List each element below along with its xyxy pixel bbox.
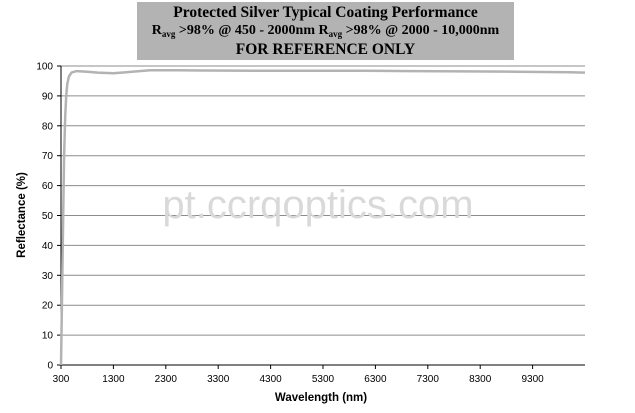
- reflectance-series-line: [59, 68, 586, 366]
- x-tick-label: 5300: [312, 374, 335, 385]
- series-layer: [59, 68, 586, 366]
- chart-note: FOR REFERENCE ONLY: [235, 41, 416, 58]
- y-tick-label: 80: [42, 121, 54, 132]
- x-tick-label: 8300: [469, 374, 492, 385]
- x-tick-label: 7300: [417, 374, 440, 385]
- y-axis-label: Reflectance (%): [16, 172, 28, 258]
- x-tick-label: 9300: [521, 374, 544, 385]
- y-tick-label: 50: [42, 211, 54, 222]
- y-tick-label: 40: [42, 241, 54, 252]
- x-axis-label: Wavelength (nm): [275, 392, 367, 404]
- subtitle-sub1: avg: [161, 29, 176, 39]
- x-tick-label: 3300: [207, 374, 230, 385]
- y-tick-label: 100: [36, 62, 53, 73]
- y-tick-label: 90: [42, 91, 54, 102]
- x-tick-label: 300: [53, 374, 70, 385]
- watermark-text: pt.ccrqoptics.com: [162, 183, 473, 227]
- subtitle-end: >98% @ 2000 - 10,000nm: [342, 23, 500, 38]
- chart-title-box: Protected Silver Typical Coating Perform…: [137, 2, 514, 60]
- chart-subtitle: Ravg >98% @ 450 - 2000nm Ravg >98% @ 200…: [137, 22, 514, 40]
- y-tick-label: 0: [47, 361, 53, 372]
- subtitle-sub2: avg: [328, 29, 343, 39]
- y-tick-label: 30: [42, 271, 54, 282]
- x-tick-label: 4300: [259, 374, 282, 385]
- y-tick-label: 60: [42, 181, 54, 192]
- x-tick-label: 2300: [155, 374, 178, 385]
- y-tick-label: 10: [42, 331, 54, 342]
- chart-title: Protected Silver Typical Coating Perform…: [173, 4, 478, 21]
- subtitle-mid: >98% @ 450 - 2000nm R: [175, 23, 329, 38]
- y-tick-label: 70: [42, 151, 54, 162]
- subtitle-r1: R: [151, 23, 162, 38]
- x-tick-label: 6300: [364, 374, 387, 385]
- y-tick-label: 20: [42, 301, 54, 312]
- x-tick-label: 1300: [102, 374, 125, 385]
